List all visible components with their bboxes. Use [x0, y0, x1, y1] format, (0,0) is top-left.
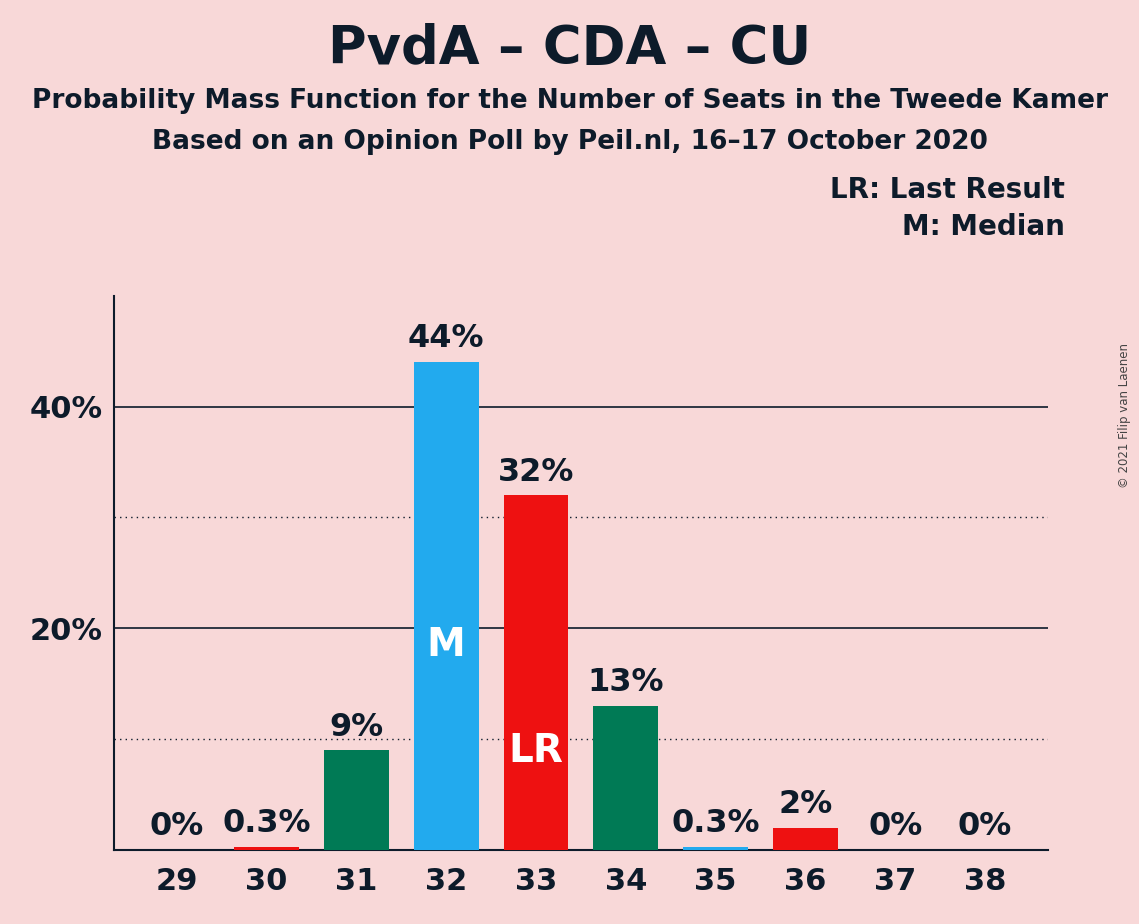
Text: M: M: [427, 626, 466, 664]
Bar: [413, 362, 478, 850]
Text: PvdA – CDA – CU: PvdA – CDA – CU: [328, 23, 811, 75]
Text: LR: Last Result: LR: Last Result: [830, 176, 1065, 203]
Text: 13%: 13%: [588, 667, 664, 699]
Text: 0.3%: 0.3%: [222, 808, 311, 839]
Text: 0%: 0%: [868, 811, 923, 843]
Text: 9%: 9%: [329, 711, 384, 743]
Bar: [773, 828, 838, 850]
Bar: [325, 750, 388, 850]
Text: 0%: 0%: [958, 811, 1013, 843]
Bar: [593, 706, 658, 850]
Bar: [683, 846, 748, 850]
Text: 44%: 44%: [408, 323, 484, 355]
Text: © 2021 Filip van Laenen: © 2021 Filip van Laenen: [1118, 344, 1131, 488]
Bar: [503, 495, 568, 850]
Text: 0.3%: 0.3%: [671, 808, 760, 839]
Text: 2%: 2%: [778, 789, 833, 821]
Text: 32%: 32%: [498, 456, 574, 488]
Text: Probability Mass Function for the Number of Seats in the Tweede Kamer: Probability Mass Function for the Number…: [32, 88, 1107, 114]
Bar: [235, 846, 298, 850]
Text: LR: LR: [508, 732, 564, 770]
Text: M: Median: M: Median: [902, 213, 1065, 240]
Text: 0%: 0%: [149, 811, 204, 843]
Text: Based on an Opinion Poll by Peil.nl, 16–17 October 2020: Based on an Opinion Poll by Peil.nl, 16–…: [151, 129, 988, 155]
